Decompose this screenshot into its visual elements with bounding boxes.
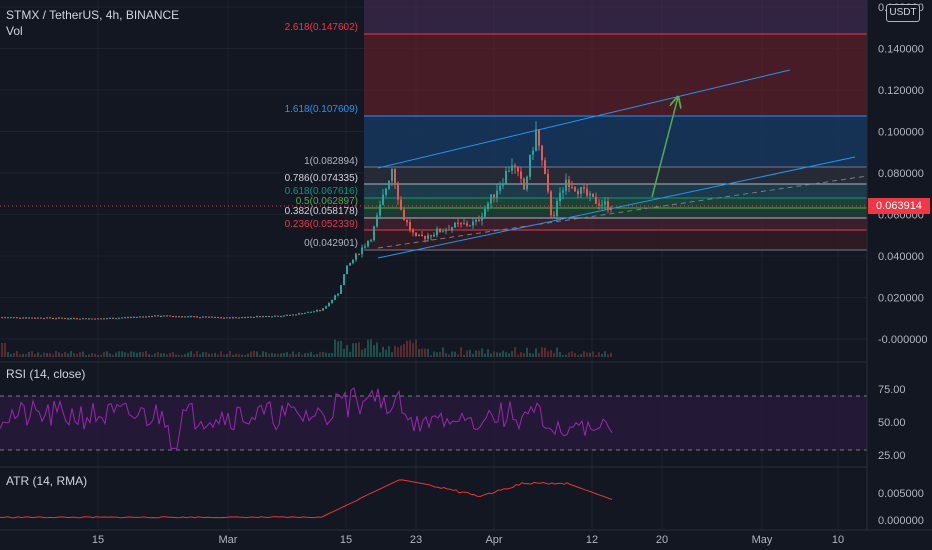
rsi-tick-label: 75.00 — [878, 384, 906, 396]
time-tick-label: 15 — [340, 534, 352, 546]
time-tick-label: 12 — [586, 534, 598, 546]
time-tick-label: 23 — [410, 534, 422, 546]
price-tick-label: 0.140000 — [878, 44, 924, 56]
projection-arrow — [651, 97, 678, 198]
time-tick-label: 15 — [92, 534, 104, 546]
fib-label-0: 0(0.042901) — [304, 238, 358, 249]
volume-bars — [1, 339, 612, 357]
trend-channel — [377, 69, 868, 259]
price-tick-label: 0.100000 — [878, 127, 924, 139]
fib-label-0786: 0.786(0.074335) — [285, 173, 358, 184]
candlestick-series — [1, 121, 612, 320]
time-tick-label: Mar — [219, 534, 238, 546]
time-tick-label: 10 — [832, 534, 844, 546]
price-tick-label: 0.120000 — [878, 85, 924, 97]
time-tick-label: Apr — [485, 534, 502, 546]
fib-label-05: 0.5(0.062897) — [296, 196, 358, 207]
volume-label[interactable]: Vol — [6, 24, 23, 38]
fib-label-1618: 1.618(0.107609) — [285, 104, 358, 115]
last-price-tag: 0.063914 — [868, 198, 930, 214]
price-tick-label: 0.020000 — [878, 293, 924, 305]
symbol-title[interactable]: STMX / TetherUS, 4h, BINANCE — [6, 8, 180, 22]
fib-label-0618: 0.618(0.067616) — [285, 186, 358, 197]
price-tick-label: 0.080000 — [878, 168, 924, 180]
price-tick-label: 0.040000 — [878, 251, 924, 263]
price-axis[interactable] — [867, 0, 932, 550]
time-axis-ticks: 15 Mar 15 23 Apr 12 20 May 10 — [92, 534, 844, 546]
atr-line — [0, 479, 613, 519]
rsi-band-fill — [0, 396, 867, 450]
currency-unit-button[interactable]: USDT — [886, 4, 920, 22]
rsi-axis-ticks: 75.00 50.00 25.00 — [878, 384, 906, 462]
time-tick-label: 20 — [656, 534, 668, 546]
atr-title[interactable]: ATR (14, RMA) — [6, 474, 88, 488]
rsi-tick-label: 50.00 — [878, 417, 906, 429]
fib-labels: 2.618(0.147602) 1.618(0.107609) 1(0.0828… — [285, 22, 358, 249]
fib-label-1: 1(0.082894) — [304, 156, 358, 167]
rsi-tick-label: 25.00 — [878, 450, 906, 462]
atr-axis-ticks: 0.005000 0.000000 — [878, 488, 924, 527]
atr-tick-label: 0.005000 — [878, 488, 924, 500]
fib-label-2618: 2.618(0.147602) — [285, 22, 358, 33]
rsi-title[interactable]: RSI (14, close) — [6, 367, 86, 381]
price-axis-ticks: 0.1600000.1400000.1200000.1000000.080000… — [878, 2, 928, 346]
atr-tick-label: 0.000000 — [878, 515, 924, 527]
fib-zone-fills — [364, 0, 867, 250]
time-tick-label: May — [752, 534, 773, 546]
price-tick-label: -0.000000 — [878, 334, 928, 346]
fib-label-0236: 0.236(0.052339) — [285, 219, 358, 230]
fib-label-0382: 0.382(0.058178) — [285, 206, 358, 217]
rsi-line — [0, 387, 613, 449]
